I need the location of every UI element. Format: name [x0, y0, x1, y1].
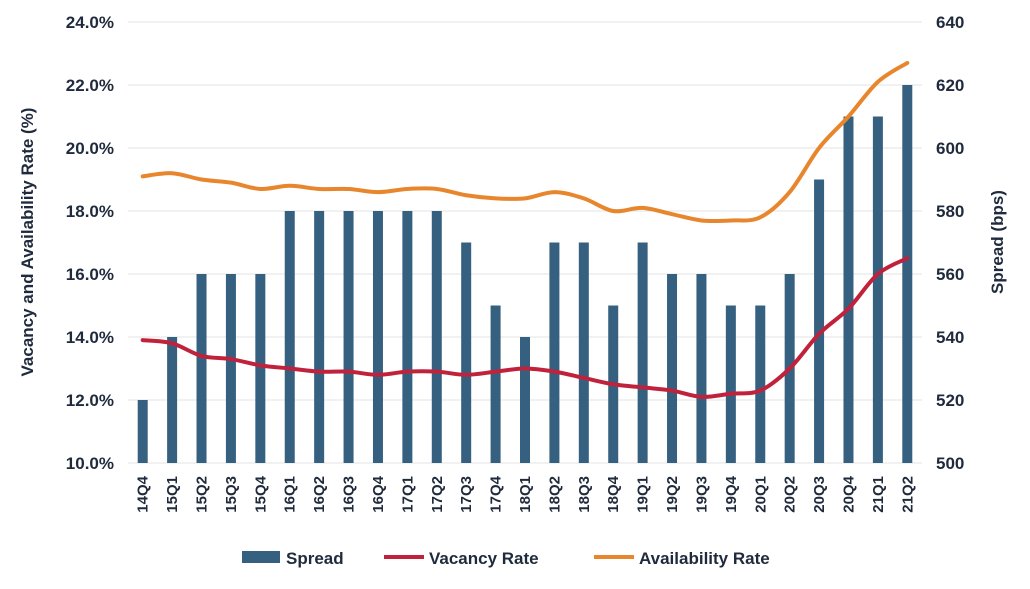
x-axis-tick-label: 20Q2 [782, 476, 799, 513]
x-axis-tick-label: 18Q2 [546, 476, 563, 513]
left-axis-tick-label: 18.0% [66, 202, 114, 221]
x-axis-tick-label: 15Q2 [194, 476, 211, 513]
right-axis-tick-label: 500 [936, 454, 964, 473]
x-axis-tick-label: 15Q1 [164, 476, 181, 513]
bar-spread-20Q3 [814, 179, 825, 463]
x-axis-tick-label: 18Q1 [517, 476, 534, 513]
x-axis-ticks: 14Q4 15Q1 15Q2 15Q3 15Q4 16Q1 16Q2 16Q3 16Q4 17Q1… [135, 475, 917, 512]
bar-spread-18Q3 [578, 242, 589, 463]
bar-spread-19Q4 [725, 305, 736, 463]
legend-label-spread: Spread [286, 549, 344, 568]
legend-label-availability-rate: Availability Rate [639, 549, 770, 568]
right-axis-tick-label: 540 [936, 328, 964, 347]
bar-spread-15Q2 [196, 274, 207, 463]
line-availability-rate [140, 60, 910, 224]
x-axis-tick-label: 17Q3 [458, 476, 475, 513]
right-axis-tick-label: 560 [936, 265, 964, 284]
bar-spread-15Q1 [167, 337, 178, 463]
left-axis-tick-label: 12.0% [66, 391, 114, 410]
bar-spread-18Q2 [549, 242, 560, 463]
x-axis-tick-label: 15Q3 [223, 476, 240, 513]
bar-spread-20Q4 [843, 116, 854, 463]
legend: Spread Vacancy Rate Availability Rate [242, 549, 770, 568]
right-axis-title: Spread (bps) [988, 190, 1007, 294]
x-axis-tick-label: 17Q4 [488, 475, 505, 512]
legend-swatch-spread [242, 551, 280, 563]
bar-spread-16Q2 [314, 211, 325, 463]
bar-spread-17Q2 [431, 211, 442, 463]
x-axis-tick-label: 19Q1 [635, 476, 652, 513]
x-axis-tick-label: 17Q1 [399, 476, 416, 513]
x-axis-tick-label: 19Q3 [693, 476, 710, 513]
bar-spread-19Q1 [637, 242, 648, 463]
x-axis-tick-label: 18Q3 [576, 476, 593, 513]
right-axis-tick-label: 600 [936, 139, 964, 158]
x-axis-tick-label: 19Q2 [664, 476, 681, 513]
bar-spread-15Q3 [225, 274, 236, 463]
x-axis-tick-label: 16Q4 [370, 475, 387, 512]
x-axis-tick-label: 20Q1 [752, 476, 769, 513]
x-axis-tick-label: 21Q1 [870, 476, 887, 513]
bar-spread-17Q1 [402, 211, 413, 463]
bar-spread-17Q4 [490, 305, 501, 463]
x-axis-tick-label: 20Q3 [811, 476, 828, 513]
x-axis-tick-label: 20Q4 [840, 475, 857, 512]
x-axis-tick-label: 18Q4 [605, 475, 622, 512]
left-axis-tick-label: 14.0% [66, 328, 114, 347]
x-axis-tick-label: 15Q4 [252, 475, 269, 512]
x-axis-tick-label: 16Q2 [311, 476, 328, 513]
x-axis-tick-label: 19Q4 [723, 475, 740, 512]
x-axis-tick-label: 21Q2 [899, 476, 916, 513]
left-axis-tick-label: 20.0% [66, 139, 114, 158]
legend-label-vacancy-rate: Vacancy Rate [429, 549, 539, 568]
bar-spread-16Q3 [343, 211, 354, 463]
bar-spread-15Q4 [255, 274, 266, 463]
left-axis-tick-label: 24.0% [66, 13, 114, 32]
x-axis-tick-label: 16Q1 [282, 476, 299, 513]
x-axis-tick-label: 14Q4 [135, 475, 152, 512]
right-axis-tick-label: 580 [936, 202, 964, 221]
right-axis-ticks: 500 520 540 560 580 600 620 640 [936, 13, 964, 473]
left-axis-ticks: 10.0% 12.0% 14.0% 16.0% 18.0% 20.0% 22.0% 24.0% [66, 13, 114, 473]
right-axis-tick-label: 620 [936, 76, 964, 95]
x-axis-tick-label: 16Q3 [341, 476, 358, 513]
left-axis-title: Vacancy and Availability Rate (%) [18, 108, 37, 377]
bar-spread-17Q3 [461, 242, 472, 463]
bar-spread-14Q4 [137, 400, 148, 463]
bar-spread-21Q2 [902, 85, 913, 463]
bar-spread-18Q1 [520, 337, 530, 463]
x-axis-tick-label: 17Q2 [429, 476, 446, 513]
bar-spread-19Q3 [696, 274, 707, 463]
bar-spread-16Q4 [372, 211, 383, 463]
line-vacancy-rate [140, 256, 910, 399]
bar-spread-19Q2 [667, 274, 678, 463]
left-axis-tick-label: 16.0% [66, 265, 114, 284]
bar-spread-16Q1 [284, 211, 295, 463]
bar-spread-20Q1 [755, 305, 766, 463]
left-axis-tick-label: 22.0% [66, 76, 114, 95]
right-axis-tick-label: 520 [936, 391, 964, 410]
right-axis-tick-label: 640 [936, 13, 964, 32]
bar-spread-21Q1 [872, 116, 883, 463]
rate-lines [140, 60, 910, 399]
left-axis-tick-label: 10.0% [66, 454, 114, 473]
